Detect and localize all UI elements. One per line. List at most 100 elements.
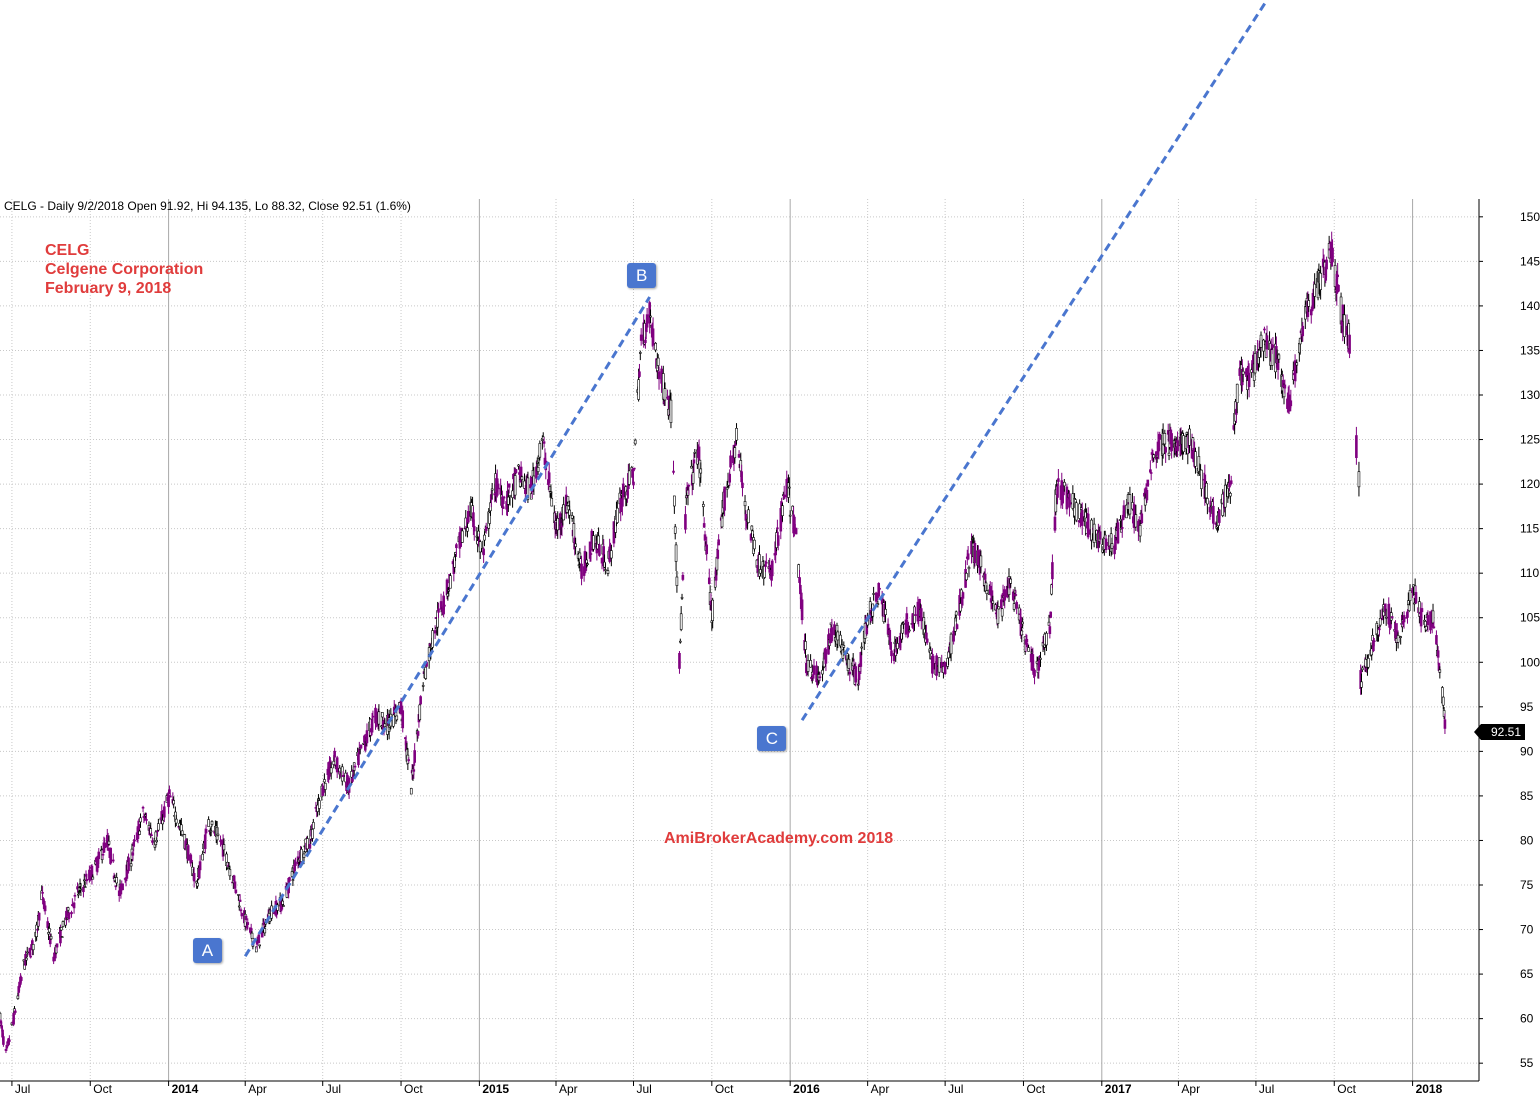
candle-body xyxy=(860,646,863,649)
candlestick-series xyxy=(0,231,1447,1054)
candle-body xyxy=(237,894,240,896)
candle-body xyxy=(19,977,23,981)
candle-body xyxy=(830,627,834,642)
candle-body xyxy=(82,879,86,882)
candle-body xyxy=(1378,628,1381,631)
candle-body xyxy=(818,676,822,679)
candle-body xyxy=(163,806,166,818)
candle-body xyxy=(306,838,309,850)
candle-body xyxy=(1407,604,1411,612)
candle-body xyxy=(288,877,291,882)
y-tick-label: 115 xyxy=(1520,522,1539,536)
candle-body xyxy=(1104,538,1108,551)
x-tick-label: Oct xyxy=(1337,1082,1356,1096)
candle-body xyxy=(507,496,510,505)
candle-body xyxy=(357,753,360,766)
candle-body xyxy=(955,624,959,630)
candle-body xyxy=(192,873,196,882)
y-tick-label: 145 xyxy=(1520,254,1540,268)
candle-body xyxy=(294,861,297,866)
candle-body xyxy=(699,468,703,474)
x-tick-label: Jul xyxy=(15,1082,30,1096)
candle-body xyxy=(244,915,248,921)
candle-body xyxy=(1157,448,1161,452)
candle-body xyxy=(606,570,610,574)
candle-body xyxy=(1152,454,1156,459)
watermark-text: AmiBrokerAcademy.com 2018 xyxy=(664,830,894,847)
candle-body xyxy=(1406,611,1409,618)
candle-body xyxy=(424,666,428,679)
candle-body xyxy=(55,943,59,948)
candle-body xyxy=(674,544,678,562)
candle-body xyxy=(1378,618,1382,626)
candle-body xyxy=(788,486,791,489)
x-tick-label: 2015 xyxy=(482,1082,509,1096)
candle-body xyxy=(49,936,53,940)
y-tick-label: 55 xyxy=(1520,1056,1534,1070)
candle-body xyxy=(1098,531,1102,540)
candle-body xyxy=(1396,635,1400,643)
candle-body xyxy=(1259,334,1263,348)
candle-body xyxy=(639,334,643,341)
candle-body xyxy=(991,600,995,604)
candle-body xyxy=(1372,640,1376,642)
candle-body xyxy=(937,657,941,673)
x-tick-label: Apr xyxy=(248,1082,267,1096)
candle-body xyxy=(538,443,542,458)
candle-body xyxy=(965,573,968,581)
candle-body xyxy=(961,592,965,599)
candle-body xyxy=(203,834,207,849)
y-tick-label: 135 xyxy=(1520,343,1540,357)
candle-body xyxy=(141,806,145,809)
candle-body xyxy=(29,955,32,958)
candle-body xyxy=(240,913,244,917)
candle-body xyxy=(925,638,929,643)
candle-body xyxy=(734,443,737,446)
candle-body xyxy=(1441,696,1445,706)
candle-body xyxy=(365,730,369,744)
candle-body xyxy=(70,912,73,915)
candle-body xyxy=(782,494,786,499)
y-tick-label: 95 xyxy=(1520,700,1534,714)
candle-body xyxy=(1170,433,1173,452)
candle-body xyxy=(1414,592,1418,604)
candle-body xyxy=(250,932,254,939)
candle-body xyxy=(201,853,204,861)
candle-body xyxy=(673,495,676,507)
candle-body xyxy=(1432,626,1436,629)
candle-body xyxy=(691,472,695,484)
candle-body xyxy=(180,824,183,832)
candle-body xyxy=(37,912,41,921)
candle-body xyxy=(370,719,374,733)
candle-body xyxy=(151,840,154,843)
candle-body xyxy=(418,704,422,721)
candle-body xyxy=(804,641,807,650)
candle-body xyxy=(1357,471,1361,488)
candle-body xyxy=(884,608,887,616)
candle-body xyxy=(1361,667,1364,670)
candle-body xyxy=(127,857,130,872)
candle-body xyxy=(59,928,62,944)
x-tick-label: Apr xyxy=(871,1082,890,1096)
candle-body xyxy=(809,660,812,668)
candle-body xyxy=(210,821,214,825)
candle-body xyxy=(41,892,44,894)
y-tick-label: 60 xyxy=(1520,1012,1534,1026)
candle-body xyxy=(1033,669,1036,677)
candle-body xyxy=(72,902,76,909)
ticker-label: CELG xyxy=(45,242,90,259)
candle-body xyxy=(547,472,551,484)
candle-body xyxy=(249,927,253,933)
candle-body xyxy=(412,769,416,772)
candle-body xyxy=(401,710,405,729)
y-tick-label: 90 xyxy=(1520,744,1534,758)
candle-body xyxy=(568,509,571,516)
candle-body xyxy=(914,614,917,616)
candle-body xyxy=(556,518,560,531)
candle-body xyxy=(507,483,511,488)
candle-body xyxy=(878,587,881,590)
candle-body xyxy=(1223,484,1227,508)
candle-body xyxy=(263,928,267,934)
candle-body xyxy=(83,886,87,888)
candle-body xyxy=(65,910,68,921)
